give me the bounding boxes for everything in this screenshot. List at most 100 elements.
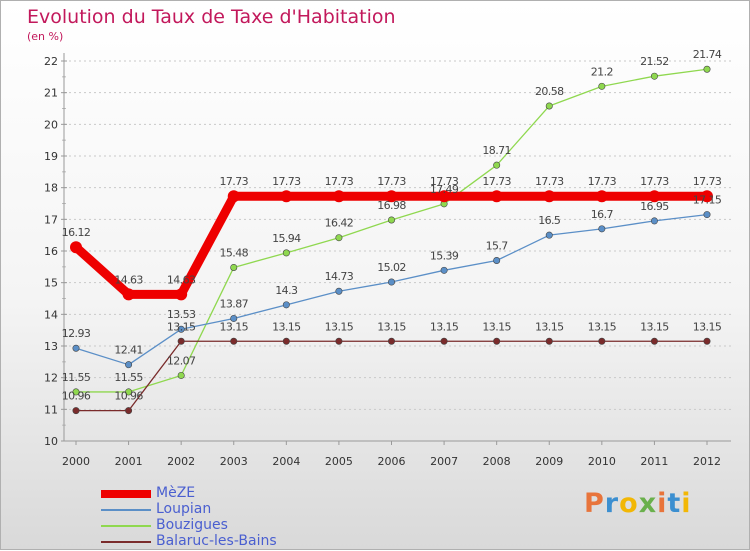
data-point (598, 82, 606, 90)
data-point (280, 190, 293, 203)
data-label: 13.15 (220, 320, 249, 333)
data-point (387, 216, 395, 224)
y-tick-label: 21 (44, 87, 58, 100)
data-point (438, 190, 451, 203)
legend-item-meze: MèZE (101, 485, 341, 502)
data-label: 10.96 (114, 390, 143, 403)
data-point (177, 337, 185, 345)
data-label: 14.63 (167, 273, 196, 286)
legend-item-loupian: Loupian (101, 501, 341, 518)
data-point (227, 190, 240, 203)
legend-label-meze: MèZE (156, 485, 196, 501)
legend-swatch-meze (101, 490, 151, 498)
data-point (493, 256, 501, 264)
y-tick-label: 16 (44, 245, 58, 258)
y-tick-label: 13 (44, 340, 58, 353)
data-point (545, 337, 553, 345)
x-tick-label: 2004 (272, 455, 300, 468)
data-point (385, 190, 398, 203)
legend-label-loupian: Loupian (156, 501, 212, 517)
data-label: 15.48 (220, 246, 249, 259)
data-label: 13.15 (377, 320, 406, 333)
data-point (440, 337, 448, 345)
data-point (177, 325, 185, 333)
data-point (598, 225, 606, 233)
data-point (650, 72, 658, 80)
data-label: 16.5 (538, 214, 561, 227)
proxiti-logo: Proxiti (584, 488, 692, 519)
data-point (332, 190, 345, 203)
data-label: 16.95 (640, 200, 669, 213)
data-label: 17.73 (325, 175, 354, 188)
data-label: 16.98 (377, 199, 406, 212)
data-label: 17.73 (377, 175, 406, 188)
data-point (282, 337, 290, 345)
data-point (177, 371, 185, 379)
data-point (230, 263, 238, 271)
data-label: 17.73 (693, 175, 722, 188)
data-label: 13.15 (640, 320, 669, 333)
data-label: 12.41 (114, 344, 143, 357)
data-point (440, 266, 448, 274)
data-point (545, 102, 553, 110)
data-label: 21.74 (693, 48, 722, 61)
data-label: 13.15 (167, 320, 196, 333)
data-label: 18.71 (482, 144, 511, 157)
x-tick-label: 2006 (378, 455, 406, 468)
data-point (701, 190, 713, 203)
data-point (72, 344, 80, 352)
data-point (230, 337, 238, 345)
data-point (703, 65, 711, 73)
data-label: 16.42 (325, 217, 354, 230)
data-point (70, 241, 82, 254)
data-point (335, 287, 343, 295)
data-point (650, 217, 658, 225)
data-point (703, 337, 711, 345)
y-tick-label: 20 (44, 118, 58, 131)
x-tick-label: 2005 (325, 455, 353, 468)
data-label: 15.02 (377, 261, 406, 274)
data-point (648, 190, 661, 203)
legend-swatch-bouzigues (101, 525, 151, 527)
y-tick-label: 17 (44, 213, 58, 226)
x-tick-label: 2002 (167, 455, 195, 468)
data-label: 17.73 (640, 175, 669, 188)
data-label: 14.3 (275, 284, 298, 297)
y-tick-label: 22 (44, 55, 58, 68)
data-label: 21.52 (640, 55, 669, 68)
y-tick-label: 12 (44, 372, 58, 385)
data-point (335, 234, 343, 242)
data-point (282, 249, 290, 257)
data-point (493, 161, 501, 169)
data-label: 13.15 (272, 320, 301, 333)
data-point (595, 190, 608, 203)
data-label: 17.73 (220, 175, 249, 188)
data-label: 17.49 (430, 183, 459, 196)
data-label: 14.73 (325, 270, 354, 283)
data-label: 17.15 (693, 194, 722, 207)
data-point (230, 314, 238, 322)
data-point (125, 388, 133, 396)
data-point (72, 407, 80, 415)
data-label: 13.87 (220, 297, 249, 310)
data-point (125, 361, 133, 369)
legend-label-balaruc: Balaruc-les-Bains (156, 533, 277, 549)
x-tick-label: 2010 (588, 455, 616, 468)
x-tick-label: 2009 (535, 455, 563, 468)
data-label: 15.7 (486, 240, 509, 253)
data-label: 10.96 (62, 390, 91, 403)
data-label: 17.73 (588, 175, 617, 188)
y-tick-label: 14 (44, 308, 58, 321)
data-label: 17.73 (272, 175, 301, 188)
legend-item-bouzigues: Bouzigues (101, 517, 341, 534)
data-point (493, 337, 501, 345)
data-label: 17.73 (482, 175, 511, 188)
data-label: 17.73 (535, 175, 564, 188)
data-label: 21.2 (591, 65, 613, 78)
data-label: 13.53 (167, 308, 196, 321)
data-label: 13.15 (482, 320, 511, 333)
data-label: 13.15 (325, 320, 354, 333)
chart-subtitle: (en %) (27, 30, 64, 43)
data-point (703, 211, 711, 219)
